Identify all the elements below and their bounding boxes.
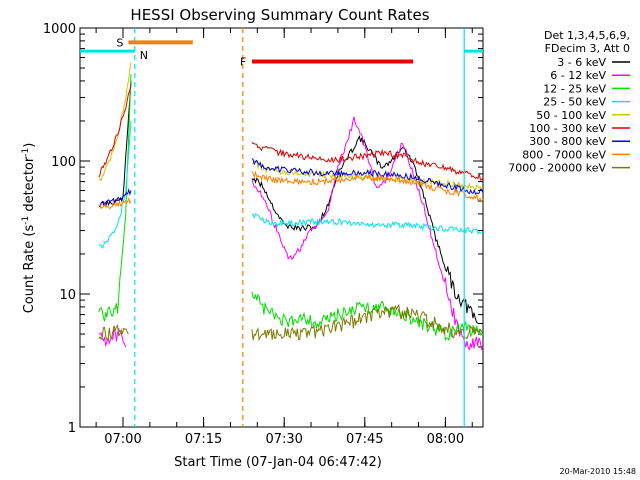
series-line [98, 197, 132, 210]
y-axis-label-sup: -1 [21, 216, 31, 225]
axis-ticks: 1 10 100 1000 07:00 07:15 07:30 07:45 08:00 [43, 22, 483, 447]
legend-header: Det 1,3,4,5,6,9, [544, 29, 630, 42]
series-group [98, 62, 484, 351]
footer-date: 20-Mar-2010 15:48 [560, 467, 637, 476]
series-line [251, 141, 484, 181]
series-line [251, 158, 484, 195]
legend-label: 25 - 50 keV [543, 96, 606, 109]
series-line [98, 327, 127, 348]
legend: Det 1,3,4,5,6,9,FDecim 3, Att 03 - 6 keV… [508, 29, 630, 175]
event-bar-label: F [240, 55, 246, 68]
y-axis-label-part: detector [22, 156, 37, 216]
x-axis-label: Start Time (07-Jan-04 06:47:42) [174, 455, 382, 470]
y-axis-label-part: ) [22, 143, 37, 148]
x-tick-label: 07:00 [104, 432, 141, 447]
series-line [98, 80, 132, 208]
legend-label: 100 - 300 keV [529, 122, 606, 135]
legend-label: 3 - 6 keV [557, 56, 606, 69]
y-axis-label-sup: -1 [21, 148, 31, 157]
series-line [251, 116, 484, 351]
legend-header: FDecim 3, Att 0 [545, 42, 630, 55]
legend-label: 800 - 7000 keV [522, 148, 606, 161]
y-tick-label: 100 [51, 155, 76, 170]
y-tick-label: 1 [68, 421, 76, 436]
series-line [98, 62, 132, 182]
x-tick-label: 07:15 [185, 432, 222, 447]
x-tick-label: 07:30 [265, 432, 302, 447]
plot-frame [79, 27, 484, 428]
x-tick-label: 08:00 [427, 432, 464, 447]
x-tick-label: 07:45 [346, 432, 383, 447]
series-line [251, 134, 479, 324]
series-line [251, 160, 484, 191]
series-line [251, 291, 484, 342]
chart-title: HESSI Observing Summary Count Rates [130, 6, 429, 24]
legend-label: 7000 - 20000 keV [508, 162, 606, 175]
event-marker-label: N [140, 49, 148, 62]
y-tick-label: 10 [59, 288, 76, 303]
series-line [251, 213, 484, 235]
event-bar-label: S [116, 36, 123, 49]
legend-label: 12 - 25 keV [543, 82, 606, 95]
series-line [98, 74, 132, 322]
legend-label: 50 - 100 keV [536, 109, 606, 122]
legend-label: 300 - 800 keV [529, 135, 606, 148]
y-tick-label: 1000 [43, 22, 76, 37]
y-axis-label: Count Rate (s-1 detector-1) [21, 143, 37, 314]
series-line [251, 303, 484, 342]
series-line [251, 170, 484, 203]
y-axis-label-part: Count Rate (s [22, 225, 37, 314]
series-line [98, 324, 129, 341]
series-line [98, 83, 132, 178]
annotations-group: N S F [80, 28, 483, 427]
legend-label: 6 - 12 keV [550, 69, 606, 82]
